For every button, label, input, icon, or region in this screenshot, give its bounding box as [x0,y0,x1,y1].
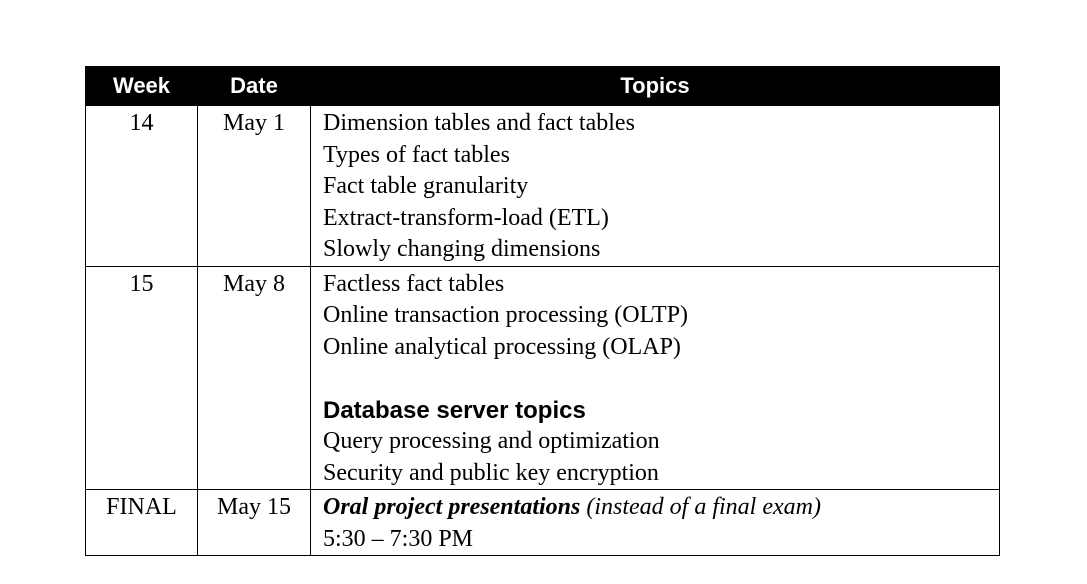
final-description: Oral project presentations (instead of a… [323,492,999,524]
table-row: 15 May 8 Factless fact tables Online tra… [85,265,1000,490]
column-header-topics: Topics [310,66,1000,106]
topic-item: Online analytical processing (OLAP) [323,333,681,360]
column-header-date: Date [197,66,311,106]
blank-line-spacer [323,363,999,395]
column-header-week: Week [85,66,198,106]
topic-item: Slowly changing dimensions [323,236,601,262]
date-cell: May 1 [197,105,311,267]
week-cell: 15 [85,265,198,490]
date-cell: May 15 [197,489,311,556]
topics-cell: Dimension tables and fact tables Types o… [310,105,1000,267]
topic-item: Types of fact tables [323,141,510,168]
topic-item: Dimension tables and fact tables [323,110,635,136]
topic-item: Fact table granularity [323,173,529,199]
topic-item: Online transaction processing (OLTP) [323,302,689,328]
section-heading: Database server topics [323,396,586,424]
final-emphasis: Oral project presentations [323,494,581,520]
final-time: 5:30 – 7:30 PM [323,525,474,552]
topic-item: Query processing and optimization [323,428,660,454]
topics-cell: Factless fact tables Online transaction … [310,265,1000,490]
date-cell: May 8 [197,265,311,490]
table-row: FINAL May 15 Oral project presentations … [85,489,1000,556]
table-header-row: Week Date Topics [85,66,1000,106]
topic-item: Extract-transform-load (ETL) [323,204,609,231]
week-cell: 14 [85,105,198,267]
week-cell: FINAL [85,489,198,556]
topics-cell: Oral project presentations (instead of a… [310,489,1000,556]
topic-item: Security and public key encryption [323,459,659,486]
table-row: 14 May 1 Dimension tables and fact table… [85,105,1000,267]
topic-item: Factless fact tables [323,270,505,297]
final-note: (instead of a final exam) [580,494,821,520]
course-schedule-table: Week Date Topics 14 May 1 Dimension tabl… [85,66,1000,556]
